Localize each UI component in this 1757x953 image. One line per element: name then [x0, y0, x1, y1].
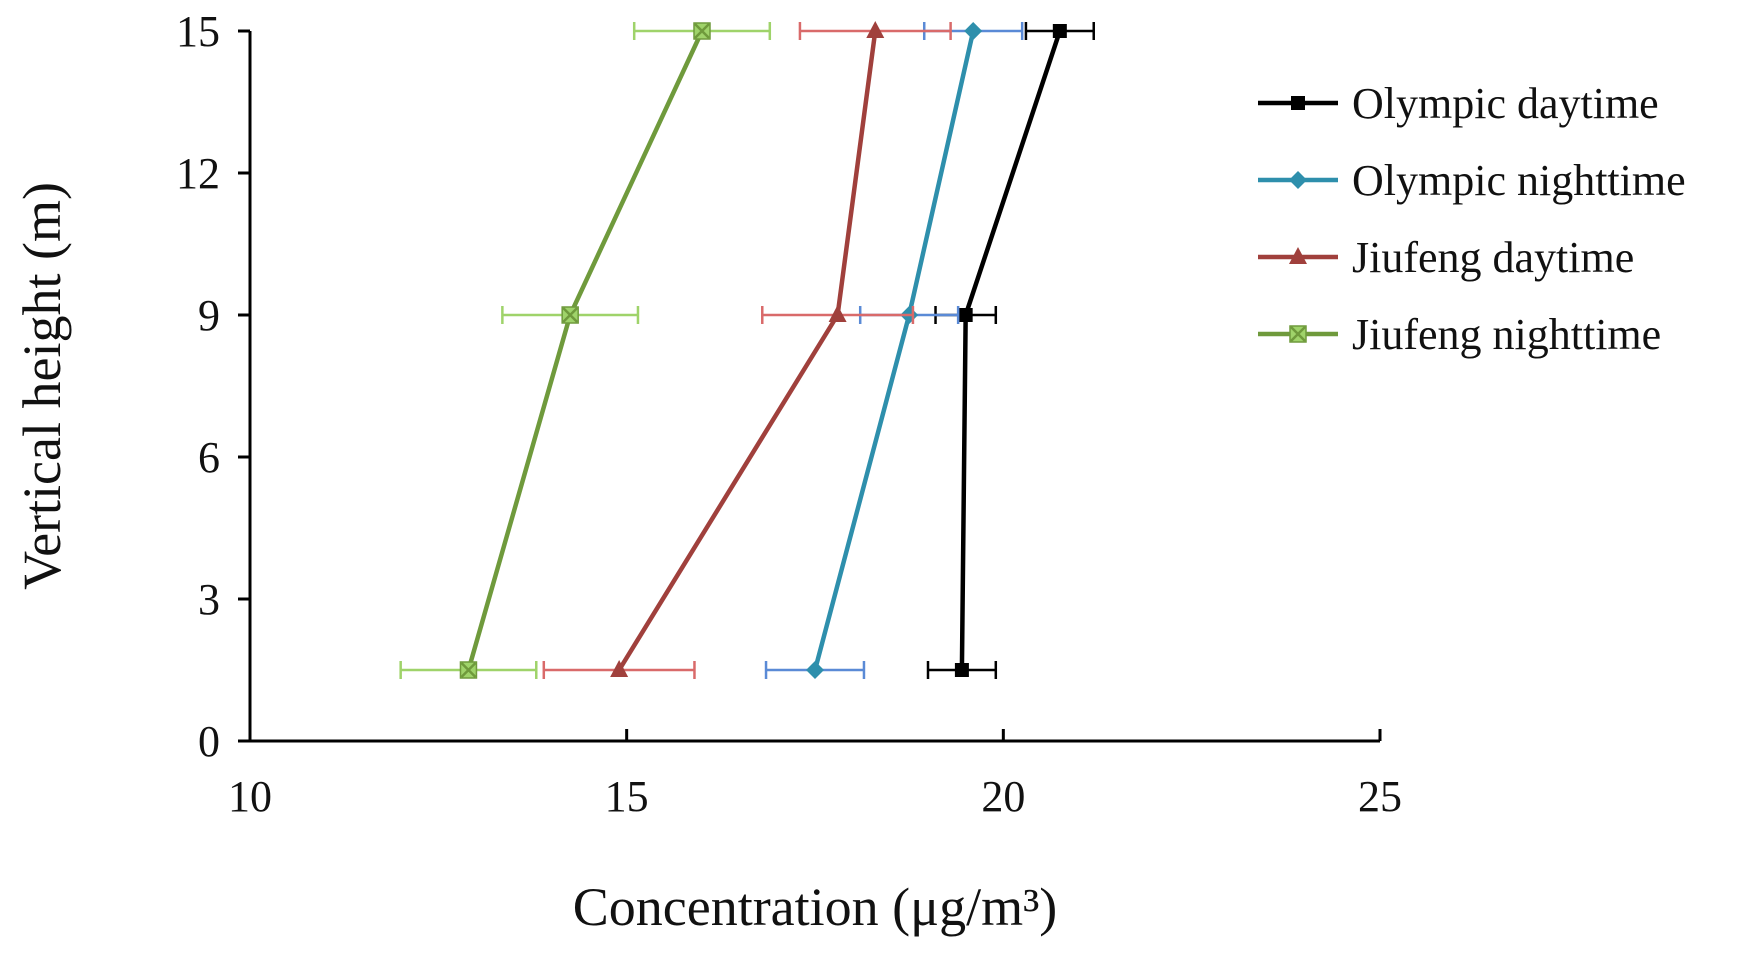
- legend-item-3: Jiufeng nighttime: [1258, 310, 1661, 359]
- legend-marker-2: [1289, 247, 1307, 264]
- data-point-3-2-cross: [694, 23, 710, 39]
- data-point-0-0: [954, 663, 969, 677]
- legend-marker-1: [1289, 171, 1307, 189]
- data-point-3-0-cross: [460, 662, 477, 678]
- legend-item-0: Olympic daytime: [1258, 79, 1659, 128]
- y-tick-label-2: 6: [198, 433, 220, 482]
- legend-marker-3-cross: [1290, 326, 1306, 342]
- y-axis-title: Vertical height (m): [12, 182, 72, 590]
- x-axis-title: Concentration (μg/m³): [573, 877, 1058, 937]
- data-point-2-1: [828, 305, 847, 322]
- y-tick-label-1: 3: [198, 575, 220, 624]
- legend-label-3: Jiufeng nighttime: [1352, 310, 1661, 359]
- x-tick-label-3: 25: [1358, 772, 1402, 821]
- ticks: 10 15 20 25 0 3 6 9 12 15: [176, 7, 1402, 821]
- series-line-3: [466, 30, 705, 671]
- data-point-0-2: [1052, 24, 1067, 38]
- data-point-3-0: [459, 661, 478, 679]
- data-point-0-1: [958, 308, 973, 322]
- y-tick-label-4: 12: [176, 149, 220, 198]
- plot-area: [399, 21, 1095, 679]
- legend-item-2: Jiufeng daytime: [1258, 233, 1634, 282]
- legend-label-2: Jiufeng daytime: [1352, 233, 1634, 282]
- series-0: [926, 22, 1095, 679]
- series-1: [764, 22, 1024, 679]
- y-tick-label-3: 9: [198, 291, 220, 340]
- legend-label-0: Olympic daytime: [1352, 79, 1659, 128]
- x-tick-label-0: 10: [228, 772, 272, 821]
- series-line-1: [812, 30, 976, 671]
- legend: Olympic daytime Olympic nighttime Jiufeng …: [1258, 79, 1686, 359]
- legend-marker-0: [1291, 96, 1305, 110]
- data-point-3-2: [693, 22, 711, 40]
- data-point-2-2: [866, 21, 885, 38]
- data-point-2-0: [610, 660, 629, 677]
- legend-marker-3: [1289, 325, 1307, 343]
- series-line-0: [959, 30, 1062, 671]
- series-2: [542, 21, 952, 679]
- data-point-3-1-cross: [562, 307, 579, 323]
- series-3: [399, 22, 772, 679]
- data-point-3-1: [561, 306, 579, 324]
- data-point-1-2: [964, 22, 983, 40]
- legend-item-1: Olympic nighttime: [1258, 156, 1686, 205]
- x-tick-label-2: 20: [981, 772, 1025, 821]
- legend-label-1: Olympic nighttime: [1352, 156, 1686, 205]
- axes: [248, 31, 1380, 743]
- y-tick-label-0: 0: [198, 717, 220, 766]
- y-tick-label-5: 15: [176, 7, 220, 56]
- x-tick-label-1: 15: [605, 772, 649, 821]
- data-point-1-0: [806, 661, 824, 679]
